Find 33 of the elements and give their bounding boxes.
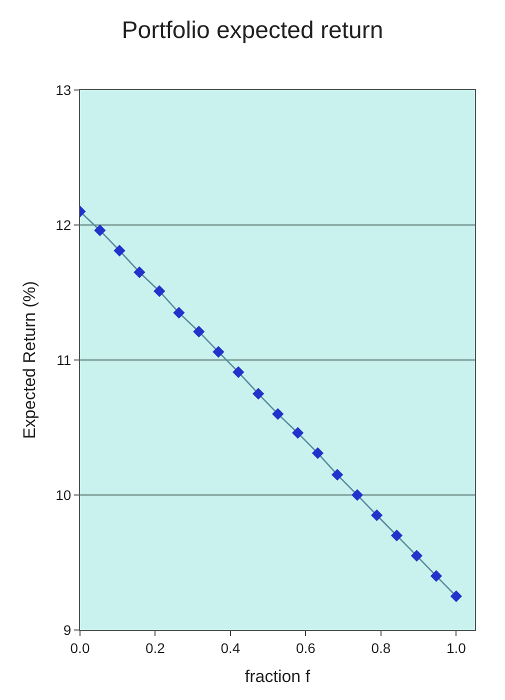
point — [370, 509, 383, 522]
point — [134, 266, 146, 278]
x-tick-label: 0.6 — [296, 640, 316, 656]
point — [390, 530, 403, 542]
x-tick-label: 0.0 — [70, 640, 90, 656]
point — [154, 285, 166, 297]
y-tick-label: 13 — [56, 82, 72, 98]
x-tick-label: 0.2 — [146, 640, 166, 656]
x-tick-label: 0.8 — [371, 640, 391, 656]
point — [312, 447, 324, 459]
x-tick-label: 0.4 — [220, 640, 240, 656]
point — [193, 326, 205, 338]
y-tick-label: 11 — [56, 352, 72, 368]
point — [331, 468, 344, 481]
point — [212, 346, 224, 358]
point — [351, 489, 364, 501]
y-axis-title: Expected Return (%) — [20, 281, 40, 439]
point — [292, 427, 304, 439]
y-tick-label: 12 — [56, 216, 72, 233]
y-tick-label: 9 — [63, 622, 72, 638]
y-tick-label: 10 — [56, 486, 72, 503]
point — [450, 590, 462, 602]
point — [430, 570, 442, 582]
point — [252, 388, 264, 400]
point — [232, 366, 244, 378]
point — [173, 306, 185, 319]
point — [272, 408, 284, 420]
point — [94, 224, 106, 236]
point — [410, 550, 423, 562]
chart-title: Portfolio expected return — [122, 16, 384, 44]
point — [114, 244, 126, 256]
x-tick-label: 1.0 — [446, 640, 466, 656]
x-axis-title: fraction f — [244, 667, 310, 686]
